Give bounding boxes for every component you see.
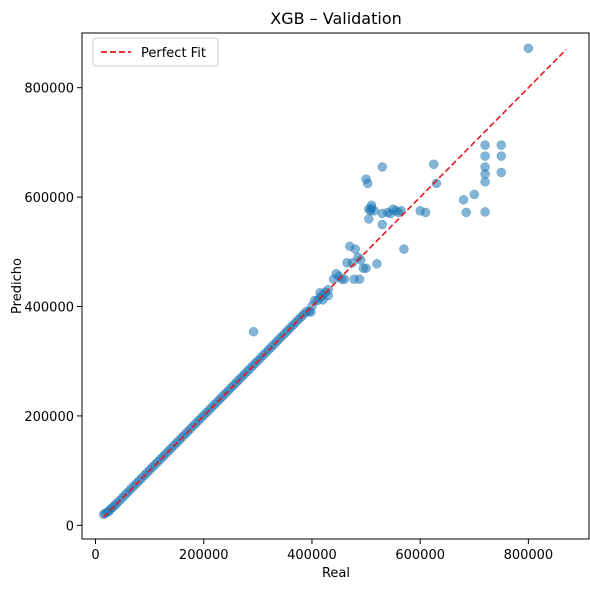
scatter-point <box>431 178 442 189</box>
scatter-point <box>350 244 360 254</box>
x-tick-label: 400000 <box>287 548 337 563</box>
scatter-point <box>496 167 507 178</box>
x-axis-label: Real <box>322 566 350 581</box>
scatter-point <box>496 140 507 150</box>
scatter-point <box>420 207 431 218</box>
legend: Perfect Fit <box>92 37 219 67</box>
y-tick-label: 600000 <box>24 191 74 206</box>
scatter-point <box>480 140 490 150</box>
x-tick-label: 0 <box>91 548 99 563</box>
scatter-point <box>523 43 534 54</box>
chart-title: XGB – Validation <box>270 9 402 28</box>
y-tick-label: 800000 <box>24 82 74 97</box>
scatter-point <box>366 203 377 213</box>
scatter-point <box>399 244 409 254</box>
x-tick-label: 600000 <box>395 548 445 563</box>
scatter-point <box>248 326 259 337</box>
scatter-point <box>354 274 365 284</box>
scatter-point <box>458 195 469 205</box>
scatter-point <box>306 307 316 317</box>
scatter-point <box>377 162 388 172</box>
scatter-point <box>364 214 374 224</box>
legend-box <box>92 37 219 67</box>
legend-label-perfect-fit: Perfect Fit <box>141 46 206 61</box>
y-axis-label: Predicho <box>10 258 25 314</box>
scatter-point <box>480 177 490 187</box>
perfect-fit-line <box>103 48 567 518</box>
scatter-point <box>469 189 480 200</box>
scatter-point <box>372 259 382 269</box>
plot-area <box>98 43 567 520</box>
scatter-point <box>461 207 471 218</box>
scatter-point <box>428 159 439 170</box>
scatter-point <box>480 151 490 161</box>
scatter-point <box>496 151 507 161</box>
scatter-point <box>361 263 371 273</box>
x-axis: 0 200000 400000 600000 800000 <box>91 539 553 563</box>
axes-frame <box>81 32 590 540</box>
y-tick-label: 400000 <box>24 301 74 316</box>
scatter-point <box>377 219 388 230</box>
y-tick-label: 200000 <box>24 410 74 425</box>
y-tick-label: 0 <box>66 519 74 534</box>
x-tick-label: 200000 <box>179 548 229 563</box>
y-axis: 0 200000 400000 600000 800000 <box>24 82 82 534</box>
scatter-point <box>361 174 371 184</box>
x-tick-label: 800000 <box>504 548 554 563</box>
scatter-point <box>480 207 490 217</box>
